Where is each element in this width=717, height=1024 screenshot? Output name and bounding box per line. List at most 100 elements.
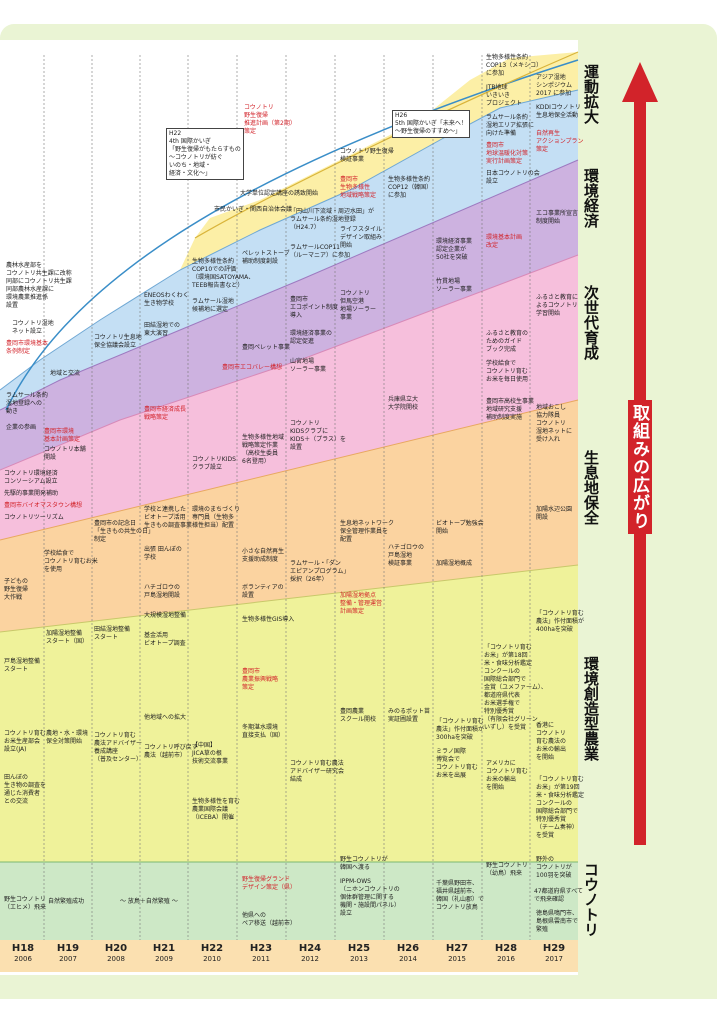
band-agri bbox=[0, 565, 578, 862]
event-note: ラムサール・「ダン エピアンプログラム」 採択（26年） bbox=[290, 560, 350, 583]
event-note: ラムサール条約 湿地登録への 動き bbox=[6, 392, 48, 415]
event-note: 田結湿地での 東大演習 bbox=[144, 322, 181, 337]
event-note: 環境経済事業の 認定促進 bbox=[290, 330, 333, 345]
year-label: H23 2011 bbox=[249, 943, 273, 963]
event-note: 豊岡農業 スクール開校 bbox=[340, 708, 377, 723]
event-note: 豊岡市高校生事業 地域研究支援 補助制度実施 bbox=[486, 398, 535, 421]
event-note: 出張 田んぼの 学校 bbox=[144, 546, 182, 561]
event-note: 生物多様性を育む 農業国際会議 （ICEBA）開催 bbox=[192, 798, 241, 821]
event-note: コウノトリ 野生復帰 推進計画（第2期） 策定 bbox=[244, 104, 296, 135]
event-note: 豊岡市経済成長 戦略策定 bbox=[144, 406, 187, 421]
category-label-agri: 環境創造型農業 bbox=[582, 656, 600, 761]
event-note: コウノトリ 但馬空港 地場ソーラー 事業 bbox=[340, 290, 377, 321]
band-econ bbox=[0, 160, 578, 470]
conference-callout: H22 4th 国際かいぎ 「野生復帰がもたらすもの ～コウノトリが紡ぐ いのち… bbox=[166, 128, 244, 180]
event-note: 市民かいぎ・関西自治体会議 bbox=[214, 206, 293, 213]
band-nextgen bbox=[0, 255, 578, 540]
band-env bbox=[0, 90, 578, 410]
event-note: コウノトリKIDS クラブ設立 bbox=[192, 456, 236, 471]
event-note: 豊岡市バイオマスタウン構想 bbox=[4, 502, 83, 509]
event-note: 自然繁殖成功 bbox=[48, 898, 85, 905]
event-note: 生物多様性地域 戦略策定作業 （高校生委員 6名登用） bbox=[242, 434, 285, 465]
event-note: 豊岡市 エコポイント制度 導入 bbox=[290, 296, 339, 319]
year-label: H29 2017 bbox=[542, 943, 566, 963]
year-label: H26 2014 bbox=[396, 943, 420, 963]
event-note: コウノトリ湿地 ネット設立 bbox=[12, 320, 54, 335]
event-note: ラムサール条約 湿地エリア拡張に 向けた準備 bbox=[486, 114, 535, 137]
event-note: 田んぼの 生き物の調査を 通じた消費者 との交流 bbox=[4, 774, 47, 805]
event-note: 環境経済事業 認定企業が 50社を突破 bbox=[436, 238, 473, 261]
year-label: H21 2009 bbox=[152, 943, 176, 963]
event-note: 豊岡市環境 基本計画策定 bbox=[44, 428, 81, 443]
event-note: コウノトリ育む お米生産部会 設立(JA) bbox=[4, 730, 46, 753]
event-note: 農林水産部を コウノトリ共生課に改称 同部にコウノトリ共生課 同部農林水産課に … bbox=[6, 262, 72, 309]
event-note: 生息地ネットワーク 保全管理作業員を 配置 bbox=[340, 520, 395, 543]
event-note: 豊岡市の記念日 「生きもの共生の日」 制定 bbox=[94, 520, 155, 543]
event-note: KDDIコウノトリ 生息地保全活動 bbox=[536, 104, 581, 119]
event-note: 野外の コウノトリが 100羽を突破 bbox=[536, 856, 572, 879]
event-note: 地域と交流 bbox=[50, 370, 81, 377]
event-note: 他地域への拡大 bbox=[144, 714, 187, 721]
conference-callout: H26 5th 国際かいぎ「未来へ！ ～野生復帰のすすめ～」 bbox=[392, 110, 470, 138]
band-movement bbox=[180, 52, 578, 270]
event-note: コウノトリツーリズム bbox=[4, 514, 64, 521]
category-label-econ: 環境経済 bbox=[582, 168, 600, 228]
event-note: 「コウノトリ育む 農法」作付面積が 400haを突破 bbox=[536, 610, 585, 633]
event-note: 企業の参画 bbox=[6, 424, 37, 431]
event-note: 加陽湿地整備 スタート（国） bbox=[46, 630, 89, 645]
event-note: コウノトリ生息地 保全協議会設立 bbox=[94, 334, 142, 349]
year-label: H24 2012 bbox=[298, 943, 322, 963]
event-note: 野生コウノトリ （エヒメ）飛来 bbox=[4, 896, 47, 911]
year-label: H28 2016 bbox=[494, 943, 518, 963]
event-note: 地域おこし 協力隊員 コウノトリ 湿地ネットに 受け入れ bbox=[536, 404, 573, 443]
event-note: ビオトープ勉強会 開始 bbox=[436, 520, 484, 535]
event-note: 野生コウノトリ （幼鳥）飛来 bbox=[486, 862, 528, 877]
event-note: コウノトリ野生復帰 検証事業 bbox=[340, 148, 394, 163]
event-note: IPPM-OWS （ニホンコウノトリの 個体群管理に関する 機関・施設間パネル）… bbox=[340, 878, 401, 917]
event-note: 加陽湿地拠点 整備・管理運営 計画策定 bbox=[340, 592, 383, 615]
category-label-stork: コウノトリ bbox=[582, 862, 600, 937]
event-note: エコ事業所宣言 制度開始 bbox=[536, 210, 579, 225]
category-label-nextgen: 次世代育成 bbox=[582, 285, 600, 360]
year-label: H20 2008 bbox=[104, 943, 128, 963]
event-note: 学校給食で コウノトリ育む お米を毎日使用 bbox=[486, 360, 529, 383]
event-note: アジア湿地 シンポジウム 2017 に参加 bbox=[536, 74, 573, 97]
event-note: 冬期湛水環境 直接支払（国） bbox=[242, 724, 285, 739]
event-note: 「コウノトリ育む お米」が第19回 米・食味分析鑑定 コンクールの 国際総合部門… bbox=[536, 776, 585, 839]
band-stork bbox=[0, 862, 578, 940]
event-note: ENEOSわくわく 生き物学校 bbox=[144, 292, 189, 307]
event-note: 戸島湿地整備 スタート bbox=[4, 658, 41, 673]
event-note: コウノトリ呼び戻す 農法（越前市） bbox=[144, 744, 198, 759]
event-note: コウノトリ育む農法 アドバイザー研究会 結成 bbox=[290, 760, 345, 783]
event-note: 大学単位認定講座の誘致開始 bbox=[240, 190, 319, 197]
event-note: アメリカに コウノトリ育む お米の輸出 を開始 bbox=[486, 760, 528, 791]
event-note: 「コウノトリ育む お米」が第18回 米・食味分析鑑定 コンクールの 国際総合部門… bbox=[484, 644, 547, 731]
event-note: 豊岡市環境基本 条例制定 bbox=[6, 340, 49, 355]
event-note: 豊岡市エコバレー構想 bbox=[222, 364, 283, 371]
year-label: H19 2007 bbox=[56, 943, 80, 963]
event-note: 香港に コウノトリ 育む農法の お米の輸出 を開始 bbox=[536, 722, 567, 761]
event-note: 小さな自然再生 支援助成制度 bbox=[242, 548, 285, 563]
event-note: ミラノ国際 博覧会で コウノトリ育む お米を出展 bbox=[436, 748, 478, 779]
event-note: 生物多様性GIS導入 bbox=[242, 616, 295, 623]
event-note: 【中国】 JICA草の根 技術交流事業 bbox=[192, 742, 229, 765]
event-note: 生物多様性条約 COP12（韓国） に参加 bbox=[388, 176, 433, 199]
event-note: ハチゴロウの 戸島湿地 検証事業 bbox=[388, 544, 425, 567]
event-note: ボランティアの 設置 bbox=[242, 584, 284, 599]
event-note: コウノトリ育む 農法アドバイザー 養成講座 （普及センター） bbox=[94, 732, 143, 763]
event-note: 加陽水辺公園 開設 bbox=[536, 506, 573, 521]
event-note: 農地・水・環境 保全対策開始 bbox=[46, 730, 89, 745]
event-note: 生物多様性条約 COP13（メキシコ） に参加 bbox=[486, 54, 543, 77]
year-label: H18 2006 bbox=[11, 943, 35, 963]
event-note: 他県への ペア移送（越前市） bbox=[242, 912, 297, 927]
year-label: H27 2015 bbox=[445, 943, 469, 963]
event-note: ハチゴロウの 戸島湿地開設 bbox=[144, 584, 181, 599]
event-note: 兵庫県立大 大学院開校 bbox=[388, 396, 419, 411]
event-note: 豊岡ペレット事業 bbox=[242, 344, 291, 351]
event-note: 野生コウノトリが 韓国へ渡る bbox=[340, 856, 388, 871]
event-note: 生物多様性条約 COP10での評価 （環境国SATOYAMA、 TEEB報告書な… bbox=[192, 258, 255, 289]
year-label: H25 2013 bbox=[347, 943, 371, 963]
event-note: 日本コウノトリの会 設立 bbox=[486, 170, 540, 185]
event-note: コウノトリ本舗 開設 bbox=[44, 446, 86, 461]
